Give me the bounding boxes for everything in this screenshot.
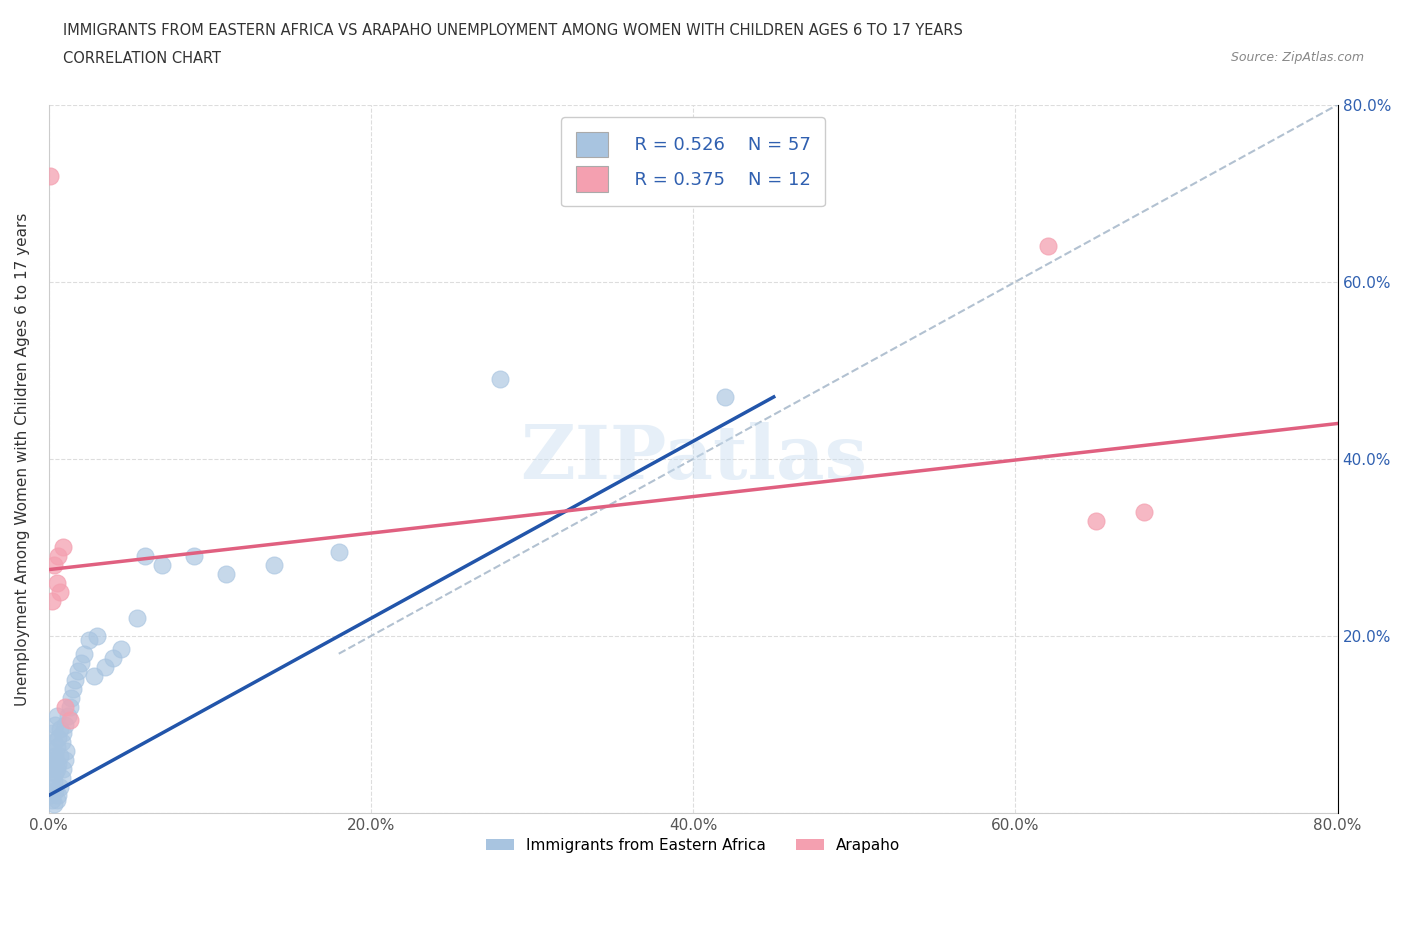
Point: [53, 699, 76, 714]
Point: [45, 792, 67, 807]
Point: [150, 558, 173, 573]
Point: [70, 655, 93, 670]
Point: [59, 712, 82, 727]
Point: [42, 797, 65, 812]
Point: [49, 779, 72, 794]
Point: [44, 748, 66, 763]
Point: [215, 566, 238, 581]
Point: [127, 611, 149, 626]
Point: [83, 669, 105, 684]
Point: [51, 770, 73, 785]
Point: [59, 699, 82, 714]
Point: [48, 757, 70, 772]
Point: [56, 709, 79, 724]
Y-axis label: Unemployment Among Women with Children Ages 6 to 17 years: Unemployment Among Women with Children A…: [15, 212, 30, 706]
Point: [41, 593, 63, 608]
Point: [45, 709, 67, 724]
Point: [489, 372, 512, 387]
Point: [42, 558, 65, 573]
Point: [45, 576, 67, 591]
Point: [44, 784, 66, 799]
Point: [94, 659, 117, 674]
Point: [110, 642, 132, 657]
Point: [714, 390, 737, 405]
Point: [1084, 513, 1107, 528]
Point: [41, 792, 63, 807]
Text: ZIPatlas: ZIPatlas: [520, 422, 866, 496]
Point: [53, 752, 76, 767]
Point: [86, 629, 108, 644]
Point: [45, 762, 67, 777]
Point: [183, 549, 205, 564]
Point: [1036, 239, 1059, 254]
Point: [52, 726, 75, 741]
Point: [53, 717, 76, 732]
Point: [52, 762, 75, 777]
Point: [39, 788, 62, 803]
Point: [103, 651, 125, 666]
Point: [263, 558, 285, 573]
Point: [44, 717, 66, 732]
Point: [42, 752, 65, 767]
Point: [41, 757, 63, 772]
Legend: Immigrants from Eastern Africa, Arapaho: Immigrants from Eastern Africa, Arapaho: [479, 831, 907, 858]
Point: [49, 722, 72, 737]
Point: [41, 770, 63, 785]
Point: [66, 664, 89, 679]
Point: [62, 682, 84, 697]
Point: [328, 544, 350, 559]
Point: [39, 762, 62, 777]
Point: [48, 788, 70, 803]
Point: [48, 730, 70, 745]
Point: [51, 735, 73, 750]
Point: [45, 739, 67, 754]
Point: [55, 744, 77, 759]
Point: [1133, 505, 1156, 520]
Point: [49, 748, 72, 763]
Point: [52, 540, 75, 555]
Point: [41, 726, 63, 741]
Point: [42, 775, 65, 790]
Point: [49, 584, 72, 599]
Point: [48, 549, 70, 564]
Text: IMMIGRANTS FROM EASTERN AFRICA VS ARAPAHO UNEMPLOYMENT AMONG WOMEN WITH CHILDREN: IMMIGRANTS FROM EASTERN AFRICA VS ARAPAH…: [63, 23, 963, 38]
Point: [39, 168, 62, 183]
Text: Source: ZipAtlas.com: Source: ZipAtlas.com: [1230, 51, 1364, 64]
Point: [134, 549, 156, 564]
Text: CORRELATION CHART: CORRELATION CHART: [63, 51, 221, 66]
Point: [39, 779, 62, 794]
Point: [77, 633, 100, 648]
Point: [41, 744, 63, 759]
Point: [63, 673, 86, 688]
Point: [73, 646, 96, 661]
Point: [42, 735, 65, 750]
Point: [44, 765, 66, 780]
Point: [60, 691, 83, 706]
Point: [39, 752, 62, 767]
